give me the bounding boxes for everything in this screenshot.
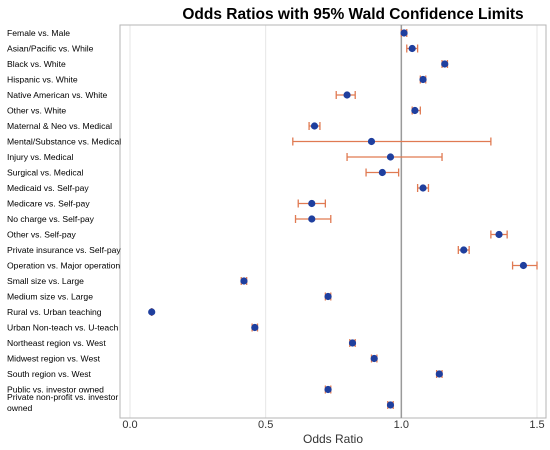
data-marks xyxy=(148,29,538,409)
category-label: Northeast region vs. West xyxy=(7,338,106,348)
odds-ratio-point xyxy=(148,308,156,316)
x-axis-title: Odds Ratio xyxy=(303,432,363,446)
category-label: Rural vs. Urban teaching xyxy=(7,307,102,317)
odds-ratio-point xyxy=(240,277,248,285)
plot-frame xyxy=(119,24,547,419)
category-label: Black vs. White xyxy=(7,59,66,69)
odds-ratio-point xyxy=(411,106,419,115)
odds-ratio-point xyxy=(308,215,316,223)
odds-ratio-point xyxy=(343,91,351,99)
odds-ratio-point xyxy=(324,292,332,301)
category-label: Asian/Pacific vs. While xyxy=(7,44,94,54)
category-label: Female vs. Male xyxy=(7,28,70,38)
odds-ratio-point xyxy=(324,385,332,394)
odds-ratio-point xyxy=(308,199,316,208)
odds-ratio-point xyxy=(386,153,395,161)
odds-ratio-point xyxy=(378,168,386,177)
category-label: Surgical vs. Medical xyxy=(7,168,84,178)
odds-ratio-point xyxy=(408,44,416,53)
grid-layer xyxy=(129,25,538,418)
category-label: Injury vs. Medical xyxy=(7,152,73,162)
category-label: Other vs. Self-pay xyxy=(7,230,76,240)
category-label: Urban Non-teach vs. U-teach xyxy=(7,323,119,333)
category-label: Maternal & Neo vs. Medical xyxy=(7,121,112,131)
x-tick-label: 1.0 xyxy=(394,419,409,431)
category-label: South region vs. West xyxy=(7,369,92,379)
odds-ratio-point xyxy=(386,401,395,409)
odds-ratio-point xyxy=(348,339,357,347)
chart-title: Odds Ratios with 95% Wald Confidence Lim… xyxy=(182,6,523,23)
odds-ratio-point xyxy=(419,75,427,84)
odds-ratio-point xyxy=(419,184,427,192)
category-label: Mental/Substance vs. Medical xyxy=(7,137,121,147)
odds-ratio-point xyxy=(367,137,376,146)
category-label: Hispanic vs. White xyxy=(7,75,78,85)
category-label: Private insurance vs. Self-pay xyxy=(7,245,121,255)
x-tick-label: 0.0 xyxy=(122,419,137,431)
odds-ratio-point xyxy=(251,323,259,332)
category-label: Other vs. White xyxy=(7,106,66,116)
odds-ratio-point xyxy=(435,370,443,378)
x-tick-label: 0.5 xyxy=(258,419,273,431)
odds-ratio-point xyxy=(441,60,449,68)
category-label: Public vs. investor owned xyxy=(7,385,104,395)
category-label: Midwest region vs. West xyxy=(7,354,101,364)
x-axis-ticks: 0.0 0.5 1.0 1.5 xyxy=(122,419,544,431)
category-label: Native American vs. White xyxy=(7,90,108,100)
odds-ratio-point xyxy=(370,354,378,363)
x-tick-label: 1.5 xyxy=(529,419,544,431)
category-labels: Female vs. Male Asian/Pacific vs. While Bl… xyxy=(7,28,121,413)
odds-ratio-point xyxy=(495,230,503,239)
odds-ratio-point xyxy=(519,261,528,270)
odds-ratio-point xyxy=(310,122,319,130)
category-label: Medicare vs. Self-pay xyxy=(7,199,90,209)
odds-ratio-point xyxy=(400,29,408,37)
odds-ratio-point xyxy=(460,246,468,254)
category-label: Operation vs. Major operation xyxy=(7,261,120,271)
category-label: Private non-profit vs. investor owned xyxy=(7,392,118,413)
category-label: No charge vs. Self-pay xyxy=(7,214,95,224)
category-label: Small size vs. Large xyxy=(7,276,84,286)
category-label: Medicaid vs. Self-pay xyxy=(7,183,89,193)
category-label: Medium size vs. Large xyxy=(7,292,93,302)
